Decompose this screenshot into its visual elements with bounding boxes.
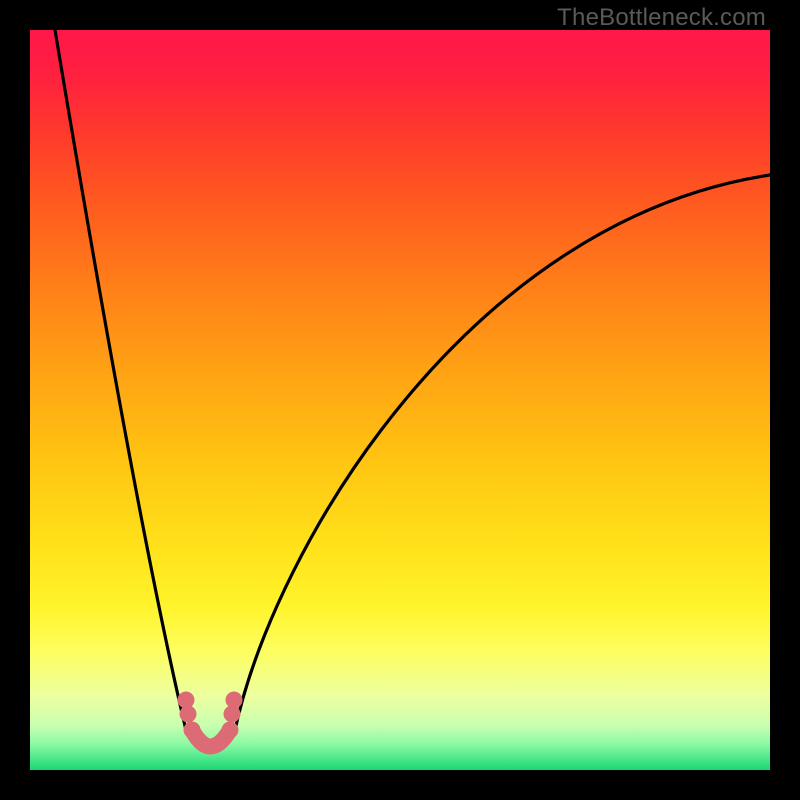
marker-dot [226, 692, 243, 709]
chart-plot-area [30, 30, 770, 770]
watermark-text: TheBottleneck.com [557, 4, 766, 32]
marker-dot [184, 722, 201, 739]
marker-dot [180, 706, 197, 723]
bottleneck-chart [0, 0, 800, 800]
marker-dot [222, 722, 239, 739]
